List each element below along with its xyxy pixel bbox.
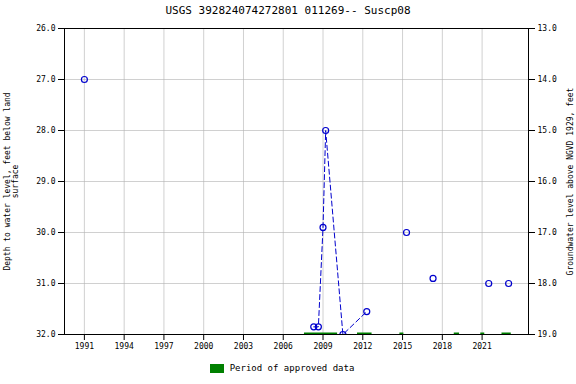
html-text:Period of approved data: Period of approved data xyxy=(229,363,355,373)
svg-text:17.0: 17.0 xyxy=(538,228,557,237)
svg-text:13.0: 13.0 xyxy=(538,24,557,33)
svg-text:32.0: 32.0 xyxy=(36,330,55,339)
svg-text:2003: 2003 xyxy=(234,342,253,351)
svg-text:15.0: 15.0 xyxy=(538,126,557,135)
html-text:USGS 392824074272801 011269--: USGS 392824074272801 011269-- Suscp08 xyxy=(165,4,411,17)
svg-text:26.0: 26.0 xyxy=(36,24,55,33)
svg-text:2018: 2018 xyxy=(433,342,452,351)
svg-text:1994: 1994 xyxy=(115,342,134,351)
svg-text:30.0: 30.0 xyxy=(36,228,55,237)
svg-text:29.0: 29.0 xyxy=(36,177,55,186)
svg-text:2000: 2000 xyxy=(194,342,213,351)
svg-text:2006: 2006 xyxy=(274,342,293,351)
svg-text:2009: 2009 xyxy=(313,342,332,351)
svg-text:14.0: 14.0 xyxy=(538,75,557,84)
svg-text:18.0: 18.0 xyxy=(538,279,557,288)
svg-text:2012: 2012 xyxy=(353,342,372,351)
svg-text:Depth to water level, feet bel: Depth to water level, feet below landsur… xyxy=(3,92,20,270)
svg-text:27.0: 27.0 xyxy=(36,75,55,84)
svg-text:1997: 1997 xyxy=(154,342,173,351)
svg-text:Groundwater level above NGVD 1: Groundwater level above NGVD 1929, feet xyxy=(566,87,575,275)
svg-text:31.0: 31.0 xyxy=(36,279,55,288)
svg-text:2015: 2015 xyxy=(393,342,412,351)
svg-text:2021: 2021 xyxy=(472,342,491,351)
svg-text:16.0: 16.0 xyxy=(538,177,557,186)
svg-text:19.0: 19.0 xyxy=(538,330,557,339)
svg-text:28.0: 28.0 xyxy=(36,126,55,135)
svg-text:1991: 1991 xyxy=(75,342,94,351)
